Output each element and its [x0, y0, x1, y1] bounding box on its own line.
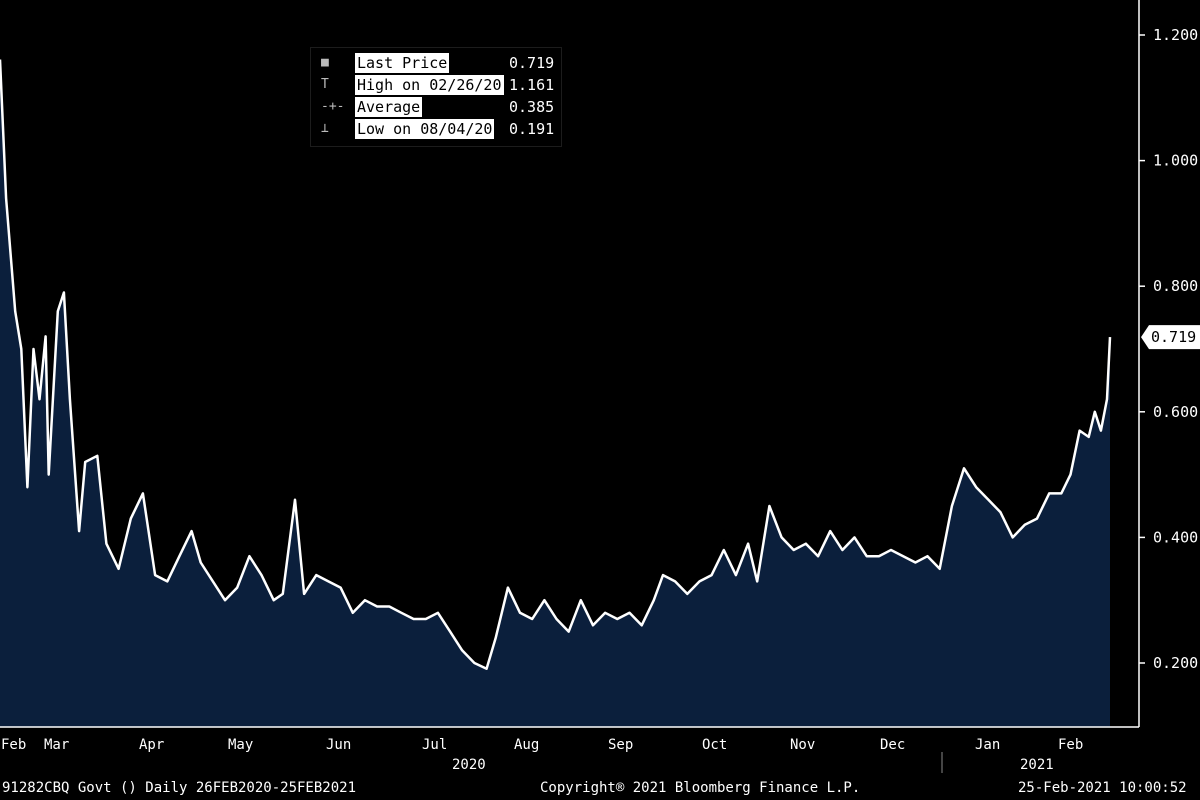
- series-line: [0, 59, 1112, 670]
- legend-box: ■ Last Price 0.719 T High on 02/26/20 1.…: [310, 47, 562, 147]
- x-tick-label: Jul: [422, 737, 447, 753]
- x-tick-label: Dec: [880, 737, 905, 753]
- y-tick-label: 0.800: [1153, 277, 1198, 295]
- last-value-label: 0.719: [1151, 328, 1196, 346]
- legend-item-high: T High on 02/26/20 1.161: [311, 75, 561, 95]
- x-tick-label: Mar: [44, 737, 69, 753]
- legend-label: High on 02/26/20: [355, 75, 504, 95]
- legend-item-last-price: ■ Last Price 0.719: [311, 53, 561, 73]
- x-tick-label: Apr: [139, 737, 164, 753]
- x-tick-label: Feb: [1058, 737, 1083, 753]
- x-tick-label: Jan: [975, 737, 1000, 753]
- legend-value: 1.161: [509, 76, 555, 94]
- year-label: 2021: [1020, 757, 1054, 773]
- y-tick-label: 0.600: [1153, 403, 1198, 421]
- legend-item-average: -+- Average 0.385: [311, 97, 561, 117]
- high-marker-icon: T: [321, 77, 329, 92]
- x-axis: Feb Mar Apr May Jun Jul Aug Sep Oct Nov Dec Jan Feb2…: [0, 726, 1139, 773]
- copyright-text: Copyright® 2021 Bloomberg Finance L.P.: [540, 780, 861, 796]
- x-tick-label: Jun: [326, 737, 351, 753]
- y-tick-label: 1.000: [1153, 152, 1198, 170]
- y-tick-label: 0.200: [1153, 654, 1198, 672]
- low-marker-icon: ⊥: [321, 121, 329, 136]
- legend-item-low: ⊥ Low on 08/04/20 0.191: [311, 119, 561, 139]
- series-area-fill: [0, 59, 1110, 727]
- legend-label: Last Price: [355, 53, 450, 73]
- x-tick-label: Sep: [608, 737, 633, 753]
- timestamp: 25-Feb-2021 10:00:52: [1018, 780, 1187, 796]
- y-tick-label: 0.400: [1153, 528, 1198, 546]
- x-tick-label: Aug: [514, 737, 539, 753]
- legend-label: Average: [355, 97, 423, 117]
- year-label: 2020: [452, 757, 486, 773]
- y-axis: 1.200 1.000 0.800 0.600 0.400 0.200 0.719: [1138, 0, 1200, 727]
- legend-value: 0.191: [509, 120, 555, 138]
- x-tick-label: Feb: [1, 737, 26, 753]
- x-tick-label: Nov: [790, 737, 815, 753]
- legend-label: Low on 08/04/20: [355, 119, 495, 139]
- last-value-flag: [1141, 325, 1200, 350]
- x-tick-label: Oct: [702, 737, 727, 753]
- legend-value: 0.719: [509, 54, 555, 72]
- average-marker-icon: -+-: [321, 99, 345, 114]
- square-marker-icon: ■: [321, 55, 329, 70]
- plot-area: [0, 59, 1112, 727]
- legend-value: 0.385: [509, 98, 555, 116]
- y-tick-label: 1.200: [1153, 26, 1198, 44]
- x-tick-label: May: [228, 737, 253, 753]
- ticker-info: 91282CBQ Govt () Daily 26FEB2020-25FEB20…: [2, 780, 357, 796]
